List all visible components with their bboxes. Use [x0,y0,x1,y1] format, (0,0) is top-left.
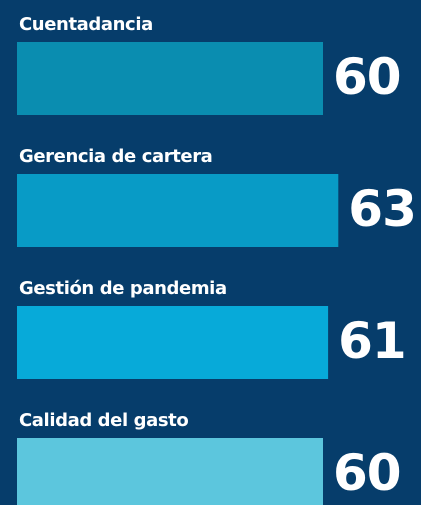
bar [17,306,329,379]
category-label: Gerencia de cartera [19,146,212,167]
category-label: Calidad del gasto [19,410,188,431]
bar [17,42,323,115]
value-label: 60 [333,444,401,502]
category-label: Gestión de pandemia [19,278,227,299]
bar [17,438,323,505]
bar [17,174,339,247]
value-label: 61 [338,312,406,370]
value-label: 60 [333,48,401,106]
category-label: Cuentadancia [19,14,153,35]
value-label: 63 [348,180,416,238]
